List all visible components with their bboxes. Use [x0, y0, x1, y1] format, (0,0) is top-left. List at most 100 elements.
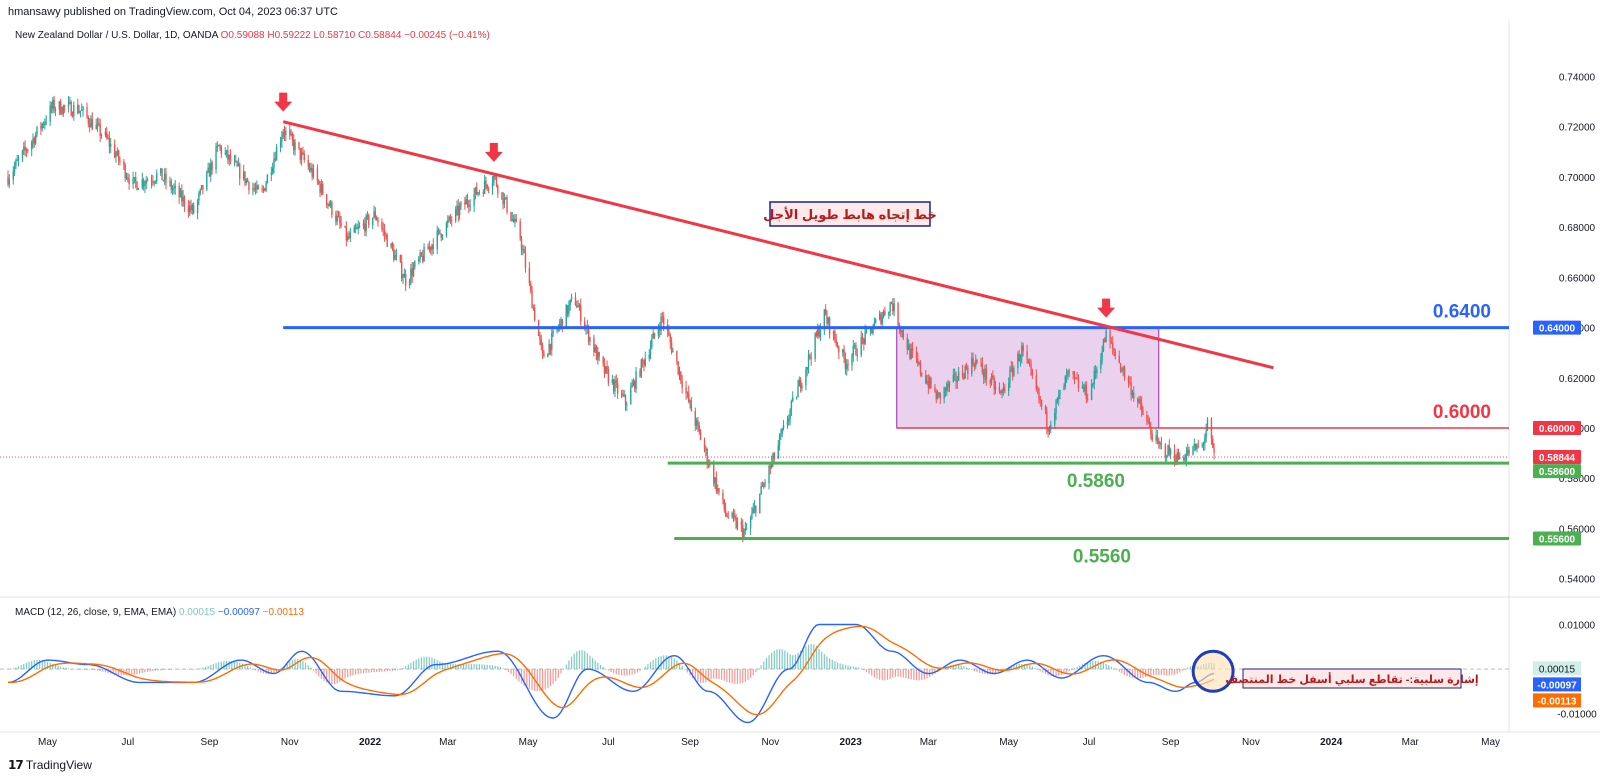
candle-body	[290, 134, 292, 136]
macd-histogram-bar	[1050, 669, 1052, 676]
candle-body	[884, 311, 886, 316]
macd-histogram-bar	[739, 669, 741, 684]
macd-histogram-bar	[78, 669, 80, 670]
macd-histogram-bar	[1131, 669, 1134, 678]
candle-body	[714, 477, 716, 484]
macd-histogram-bar	[710, 669, 712, 680]
macd-histogram-bar	[75, 669, 78, 670]
macd-histogram-bar	[960, 665, 962, 670]
candle-body	[403, 273, 406, 278]
candle-body	[1130, 382, 1132, 396]
candle-body	[217, 145, 220, 147]
macd-histogram-bar	[476, 664, 478, 670]
candle-body	[248, 181, 250, 191]
candle-body	[699, 431, 702, 440]
macd-label[interactable]: MACD (12, 26, close, 9, EMA, EMA)	[15, 607, 177, 618]
macd-histogram-bar	[260, 669, 262, 673]
macd-histogram-bar	[146, 669, 149, 672]
candle-body	[1197, 445, 1199, 447]
candle-body	[1147, 420, 1149, 423]
macd-histogram-bar	[565, 664, 567, 670]
candle-body	[580, 304, 582, 322]
candle-body	[503, 198, 506, 205]
macd-histogram-bar	[865, 669, 868, 672]
macd-histogram-bar	[168, 669, 170, 670]
candle-body	[465, 199, 467, 205]
candle-body	[724, 509, 727, 515]
macd-histogram-bar	[418, 658, 420, 670]
macd-histogram-bar	[1005, 668, 1007, 670]
candle-body	[1067, 370, 1069, 376]
macd-histogram-bar	[831, 659, 833, 670]
symbol-name[interactable]: New Zealand Dollar / U.S. Dollar, 1D, OA…	[15, 30, 218, 41]
macd-histogram-bar	[805, 646, 807, 670]
macd-histogram-bar	[86, 669, 88, 670]
macd-histogram-bar	[1158, 669, 1160, 675]
macd-histogram-bar	[523, 669, 525, 686]
candle-body	[690, 400, 693, 412]
candle-body	[1131, 392, 1134, 396]
candle-body	[15, 160, 17, 167]
macd-histogram-bar	[405, 666, 407, 670]
macd-histogram-bar	[23, 663, 25, 670]
candle-body	[570, 296, 573, 300]
candle-body	[740, 521, 743, 526]
candle-body	[726, 514, 728, 517]
macd-histogram-bar	[194, 669, 196, 670]
candle-body	[888, 311, 890, 316]
candle-body	[428, 246, 431, 250]
candle-body	[819, 329, 822, 337]
candle-body	[823, 309, 826, 330]
macd-histogram-bar	[1184, 668, 1186, 670]
candle-body	[1040, 400, 1043, 407]
candle-body	[634, 381, 636, 389]
macd-histogram-bar	[33, 660, 35, 670]
macd-histogram-bar	[773, 650, 775, 670]
macd-histogram-bar	[10, 668, 12, 670]
level-lines	[0, 326, 1509, 540]
macd-histogram-bar	[96, 669, 99, 671]
macd-histogram-bar	[339, 669, 341, 682]
candle-body	[33, 138, 36, 144]
candle-body	[108, 138, 111, 147]
candle-body	[1205, 430, 1207, 438]
candle-body	[454, 209, 457, 221]
candle-body	[514, 218, 516, 222]
candle-body	[795, 397, 798, 399]
macd-histogram-bar	[786, 652, 789, 670]
macd-histogram-bar	[721, 669, 723, 680]
candle-body	[336, 215, 338, 222]
candle-body	[307, 160, 309, 167]
candle-body	[718, 488, 720, 493]
candle-body	[24, 146, 26, 150]
macd-histogram-bar	[283, 666, 286, 670]
tradingview-logo[interactable]: 𝟭𝟳 TradingView	[8, 758, 92, 772]
macd-histogram-bar	[526, 669, 528, 688]
candle-body	[789, 410, 791, 419]
candle-body	[394, 255, 396, 260]
candle-body	[935, 391, 937, 400]
macd-histogram-bar	[613, 669, 615, 674]
macd-histogram-bar	[723, 669, 725, 681]
candle-body	[356, 228, 358, 230]
macd-histogram-bar	[1026, 664, 1028, 670]
candle-body	[1018, 353, 1020, 362]
candle-body	[939, 392, 941, 399]
candle-body	[1076, 378, 1078, 380]
candle-body	[345, 227, 348, 241]
macd-histogram-bar	[505, 669, 507, 670]
macd-histogram-bar	[118, 669, 120, 675]
candle-body	[669, 335, 671, 343]
macd-histogram-bar	[942, 668, 944, 670]
macd-histogram-bar	[823, 654, 825, 670]
candle-body	[497, 185, 499, 194]
macd-histogram-bar	[478, 664, 480, 670]
candle-body	[169, 181, 171, 183]
candle-body	[123, 161, 125, 165]
candle-body	[918, 362, 920, 364]
macd-histogram-bar	[834, 661, 836, 670]
macd-histogram-bar	[249, 667, 251, 670]
macd-histogram-bar	[276, 669, 278, 673]
macd-histogram-bar	[586, 653, 588, 670]
